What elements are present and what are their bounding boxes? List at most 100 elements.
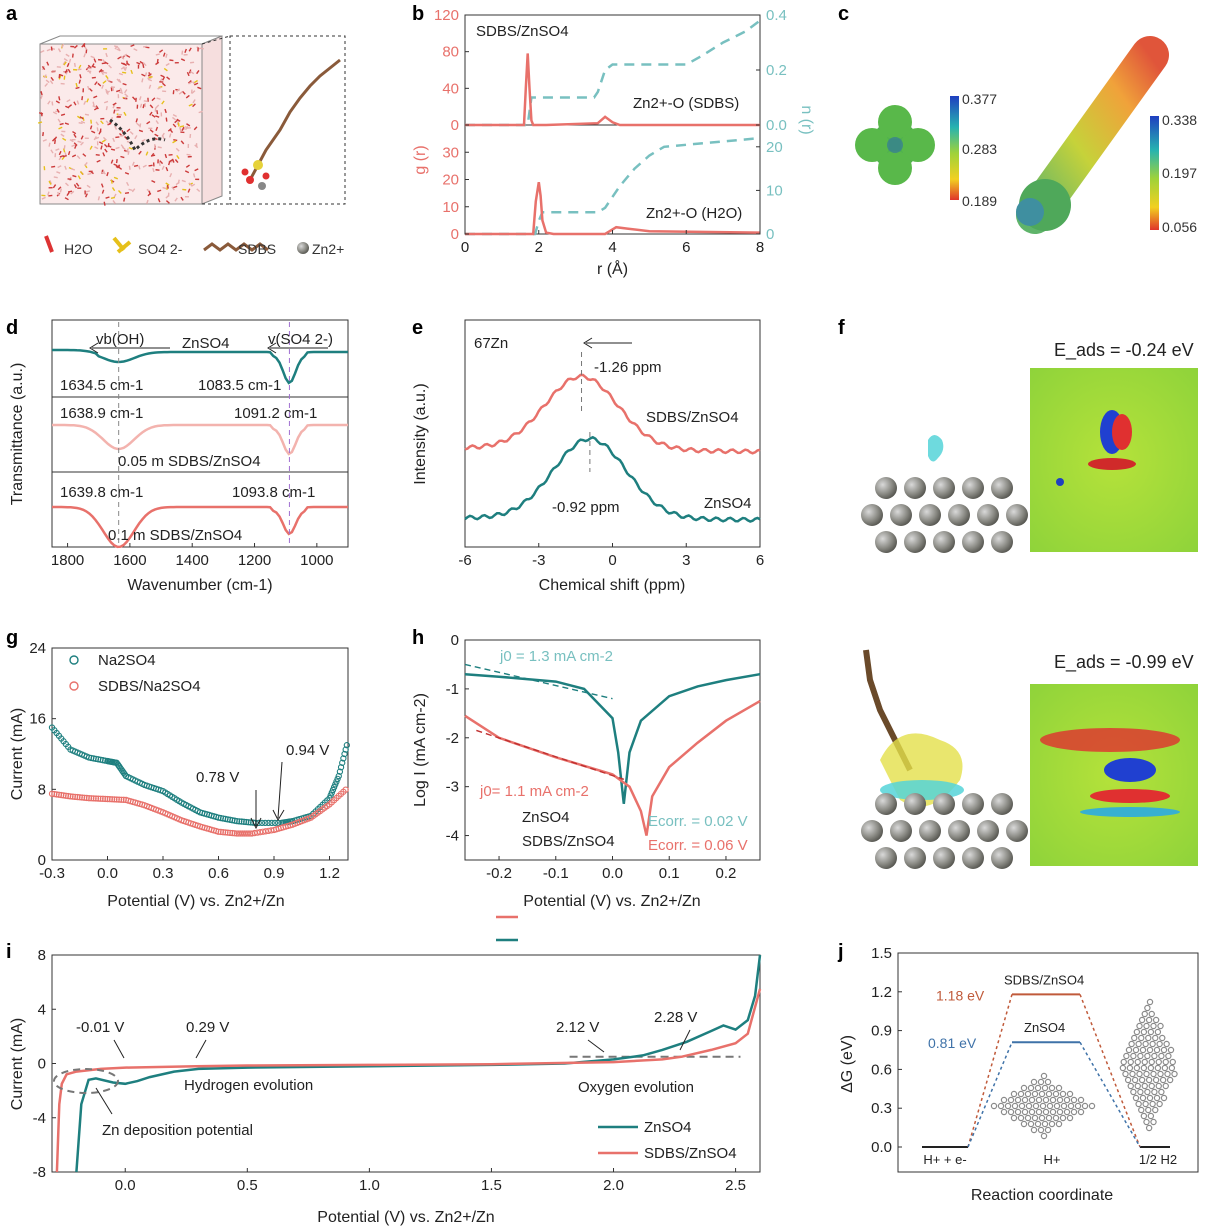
water-molecule	[128, 146, 133, 150]
water-molecule	[49, 80, 54, 85]
panel-a-illustration: H2O SO4 2- SDBS Zn2+	[37, 35, 346, 257]
water-molecule	[89, 125, 93, 130]
sulfate-esp-surface	[855, 105, 935, 185]
water-molecule	[155, 61, 160, 66]
chart-b-left-bot-tick-label: 30	[442, 144, 459, 161]
chart-j-y-tick-label: 1.2	[871, 984, 892, 1001]
water-molecule	[165, 167, 169, 172]
water-molecule	[116, 89, 121, 93]
water-molecule	[56, 191, 61, 196]
water-molecule	[186, 153, 191, 156]
water-molecule	[70, 190, 75, 195]
water-molecule	[181, 126, 185, 131]
graphene-atom	[1027, 1084, 1035, 1092]
water-molecule	[174, 159, 179, 164]
graphene-atom	[1152, 1106, 1159, 1114]
zn-atom	[962, 477, 984, 499]
graphene-atom	[1042, 1108, 1050, 1116]
series-line-3	[52, 505, 348, 549]
graphene-atom	[1011, 1102, 1019, 1110]
water-molecule	[67, 68, 71, 73]
water-molecule	[180, 58, 186, 62]
graphene-atom	[1168, 1064, 1176, 1072]
graphene-atom	[1152, 1034, 1159, 1042]
graphene-atom	[1031, 1114, 1039, 1122]
water-molecule	[161, 82, 166, 87]
water-molecule	[141, 73, 146, 77]
water-molecule	[67, 150, 71, 156]
graphene-atom	[1034, 1084, 1042, 1092]
graphene-atom	[1020, 1120, 1028, 1128]
data-point-1	[268, 819, 275, 827]
data-point-2	[118, 796, 125, 803]
chart-b-x-tick-label: 4	[608, 239, 616, 256]
water-molecule	[188, 47, 192, 52]
water-molecule	[52, 184, 57, 189]
graphene-atom	[1066, 1114, 1074, 1122]
peak-label-oh-1: 1634.5 cm-1	[60, 377, 143, 394]
chart-b-left-bot-tick-label: 10	[442, 199, 459, 216]
graphene-atom	[1135, 1040, 1142, 1048]
graphene-atom	[1037, 1078, 1045, 1086]
water-molecule	[67, 178, 72, 181]
water-molecule	[187, 80, 192, 84]
graphene-atom	[1035, 1108, 1043, 1116]
zn-atom	[875, 793, 897, 815]
graphene-atom	[1143, 1070, 1150, 1078]
water-molecule	[181, 90, 186, 95]
water-molecule	[172, 140, 177, 144]
water-molecule	[105, 120, 110, 125]
graphene-atom	[1140, 1112, 1148, 1120]
chart-b-left-top-tick-label: 40	[442, 80, 459, 97]
water-molecule	[103, 201, 106, 206]
chart-e-x-tick-label: 3	[682, 552, 690, 569]
zn-atom	[948, 820, 970, 842]
water-molecule	[174, 197, 178, 202]
water-molecule	[130, 69, 134, 75]
zn-slab-bottom	[861, 793, 1028, 869]
water-molecule	[70, 168, 76, 171]
water-molecule	[103, 143, 108, 148]
data-point-2	[83, 794, 90, 802]
water-molecule	[126, 128, 131, 133]
water-molecule	[130, 44, 135, 48]
zn-atom	[991, 531, 1013, 553]
water-molecule	[123, 111, 127, 116]
water-molecule	[147, 77, 152, 80]
water-molecule	[184, 170, 190, 174]
series-label-znso4: ZnSO4	[704, 495, 752, 512]
graphene-atom	[1044, 1078, 1052, 1086]
graphene-atom	[1056, 1108, 1064, 1116]
graphene-atom	[1129, 1070, 1136, 1078]
water-molecule	[166, 184, 169, 189]
peak-label-oh-2: 1638.9 cm-1	[60, 405, 143, 422]
chart-i-x-tick-label: 2.0	[603, 1177, 624, 1194]
graphene-atom	[1077, 1096, 1085, 1104]
water-molecule	[188, 81, 193, 85]
graphene-atom	[1156, 1100, 1163, 1108]
graphene-atom	[1131, 1034, 1138, 1042]
water-molecule	[65, 53, 70, 57]
water-molecule	[142, 63, 145, 68]
graphene-atom	[1034, 1120, 1042, 1128]
chart-g-x-tick-label: 0.3	[153, 865, 174, 882]
water-molecule	[165, 182, 170, 186]
water-molecule	[172, 123, 177, 128]
water-molecule	[120, 66, 125, 70]
graphene-atom	[1074, 1102, 1082, 1110]
water-molecule	[112, 200, 116, 205]
water-molecule	[48, 142, 51, 147]
graphene-atom	[1024, 1114, 1032, 1122]
data-point-2	[92, 795, 100, 802]
zn-atom	[991, 847, 1013, 869]
water-molecule	[46, 48, 51, 52]
water-molecule	[165, 53, 168, 58]
water-molecule	[56, 171, 61, 174]
tafel-fit-sdbs	[476, 729, 625, 780]
water-molecule	[63, 145, 66, 150]
series-label-2: 0.05 m SDBS/ZnSO4	[118, 453, 261, 470]
water-molecule	[105, 196, 110, 199]
graphene-atom	[1163, 1040, 1170, 1048]
water-molecule	[138, 150, 142, 155]
water-molecule	[86, 98, 90, 103]
